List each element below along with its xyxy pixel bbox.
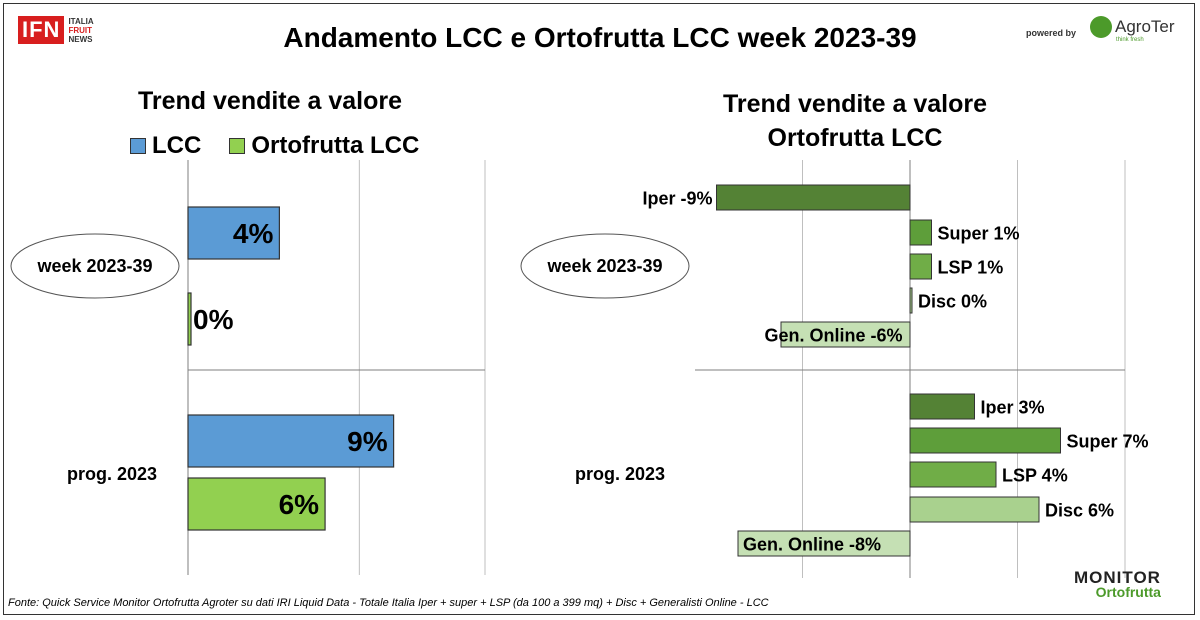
bar-lsp-0 [909, 253, 932, 280]
powered-by-label: powered by [1026, 28, 1077, 38]
bar-iper-0 [716, 184, 911, 211]
category-label: week 2023-39 [36, 256, 152, 276]
source-footnote: Fonte: Quick Service Monitor Ortofrutta … [8, 597, 769, 609]
bar-lsp-1 [909, 461, 997, 488]
data-label: Disc 6% [1045, 501, 1114, 521]
ifn-logo-word: ITALIA [68, 16, 94, 26]
legend-swatch-ortofrutta [229, 138, 246, 154]
page-title: Andamento LCC e Ortofrutta LCC week 2023… [283, 22, 917, 53]
left-chart-title: Trend vendite a valore [138, 87, 402, 115]
category-ellipse [10, 233, 180, 299]
data-label: LSP 1% [938, 258, 1004, 278]
bar-lcc-1 [187, 414, 395, 468]
right-chart-title-line: Trend vendite a valore [723, 90, 987, 118]
ifn-logo-words: ITALIA FRUIT NEWS [68, 17, 93, 44]
bar-gen-online-1 [737, 530, 911, 557]
ifn-logo: IFN ITALIA FRUIT NEWS [18, 16, 94, 44]
bar-super-1 [909, 427, 1061, 454]
bar-gen-online-0 [780, 321, 911, 348]
legend-label-ortofrutta: Ortofrutta LCC [251, 132, 420, 159]
data-label: 4% [233, 218, 274, 249]
bar-iper-1 [909, 393, 975, 420]
data-label: Iper -9% [642, 189, 712, 209]
category-label: week 2023-39 [546, 256, 662, 276]
monitor-logo-line1: MONITOR [1074, 568, 1161, 587]
category-ellipse [520, 233, 690, 299]
right-chart-title-line: Ortofrutta LCC [767, 124, 943, 152]
category-label: prog. 2023 [67, 464, 157, 484]
ifn-logo-word: NEWS [68, 34, 93, 44]
bar-disc-0 [909, 287, 913, 314]
data-label: Iper 3% [981, 398, 1045, 418]
bar-disc-1 [909, 496, 1040, 523]
data-label: Super 7% [1067, 432, 1149, 452]
category-label: prog. 2023 [575, 464, 665, 484]
data-label: Disc 0% [918, 292, 987, 312]
data-label: Gen. Online -8% [743, 535, 881, 555]
legend-item-ortofrutta: Ortofrutta LCC [229, 132, 419, 160]
monitor-ortofrutta-logo: MONITOR Ortofrutta [1074, 568, 1161, 600]
agroter-logo-tag: think fresh [1116, 37, 1144, 43]
legend-item-lcc: LCC [130, 132, 201, 160]
ifn-logo-word: FRUIT [68, 25, 93, 35]
legend-swatch-lcc [130, 138, 146, 154]
agroter-logo-name: AgroTer [1115, 17, 1175, 36]
bar-super-0 [909, 219, 932, 246]
data-label: LSP 4% [1002, 466, 1068, 486]
data-label: Gen. Online -6% [764, 326, 902, 346]
data-label: 9% [347, 426, 388, 457]
data-label: 6% [279, 489, 320, 520]
chart-legend: LCC Ortofrutta LCC [130, 132, 419, 160]
data-label: Super 1% [938, 224, 1020, 244]
ifn-logo-mark: IFN [18, 16, 65, 44]
bar-lcc-0 [187, 206, 280, 260]
bar-ortofrutta-1 [187, 477, 326, 531]
monitor-logo-line2: Ortofrutta [1095, 584, 1161, 600]
agroter-logo: AgroTer think fresh [1090, 16, 1175, 43]
right-chart-title: Trend vendite a valore Ortofrutta LCC [660, 87, 1050, 155]
legend-label-lcc: LCC [152, 132, 202, 159]
data-label: 0% [193, 304, 234, 335]
tree-icon [1090, 16, 1112, 38]
bar-ortofrutta-0 [187, 292, 192, 346]
